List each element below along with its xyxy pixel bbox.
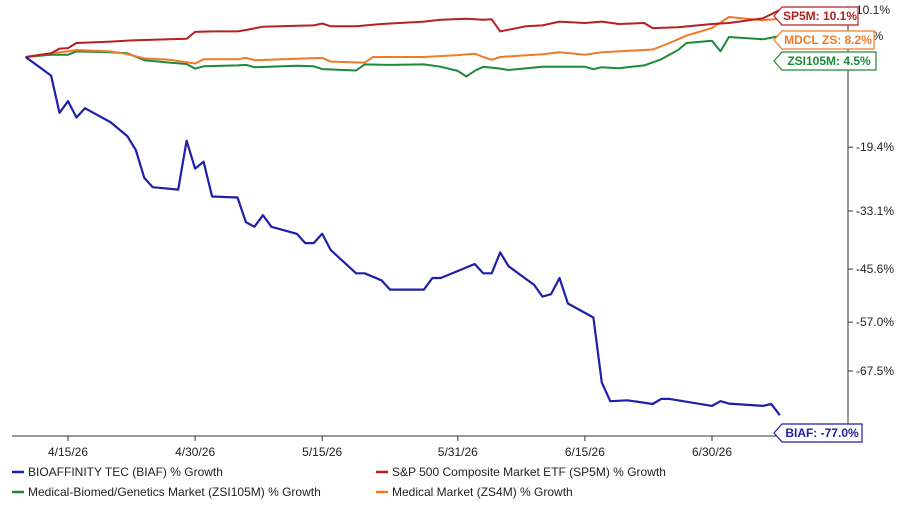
end-label-text: SP5M: 10.1% (783, 9, 857, 23)
x-tick-label: 5/31/26 (438, 445, 478, 459)
y-tick-label: -57.0% (856, 315, 894, 329)
legend-item-zsi105m: Medical-Biomed/Genetics Market (ZSI105M)… (12, 485, 321, 499)
x-tick-label: 4/30/26 (175, 445, 215, 459)
end-label-box (773, 51, 877, 71)
y-tick-label: 10.1% (856, 3, 890, 17)
x-tick-label: 5/15/26 (302, 445, 342, 459)
series-line-zs4m (25, 16, 780, 65)
legend-label: S&P 500 Composite Market ETF (SP5M) % Gr… (392, 465, 666, 479)
y-tick-label: -19.4% (856, 140, 894, 154)
x-tick-label: 6/30/26 (692, 445, 732, 459)
series-line-zsi105m (25, 35, 780, 78)
axis-layer: 4/15/26 4/30/26 5/15/26 5/31/26 6/15/26 6/30/… (12, 3, 894, 459)
legend-item-biaf: BIOAFFINITY TEC (BIAF) % Growth (12, 465, 223, 479)
end-label-biaf: BIAF: -77.0% (773, 423, 863, 443)
legend-label: Medical Market (ZS4M) % Growth (392, 485, 573, 499)
y-tick-label: -33.1% (856, 204, 894, 218)
legend: BIOAFFINITY TEC (BIAF) % Growth S&P 500 C… (12, 465, 666, 499)
legend-label: Medical-Biomed/Genetics Market (ZSI105M)… (28, 485, 321, 499)
end-labels: BIAF: -77.0% SP5M: 10.1% ZSI105M: 4.5% MDCL… (773, 6, 877, 443)
end-label-zs4m: MDCL ZS: 8.2% (773, 30, 875, 50)
y-tick-label: -67.5% (856, 364, 894, 378)
legend-item-zs4m: Medical Market (ZS4M) % Growth (376, 485, 573, 499)
legend-item-sp5m: S&P 500 Composite Market ETF (SP5M) % Gr… (376, 465, 666, 479)
end-label-box (773, 6, 859, 26)
series-line-biaf (24, 56, 781, 416)
end-label-text: BIAF: -77.0% (785, 426, 859, 440)
series-line-sp5m (25, 9, 781, 58)
x-tick-label: 4/15/26 (48, 445, 88, 459)
y-tick-label: -45.6% (856, 262, 894, 276)
legend-label: BIOAFFINITY TEC (BIAF) % Growth (28, 465, 223, 479)
end-label-sp5m: SP5M: 10.1% (773, 6, 859, 26)
end-label-box (773, 30, 875, 50)
x-tick-label: 6/15/26 (565, 445, 605, 459)
end-label-box (773, 423, 863, 443)
end-label-text: MDCL ZS: 8.2% (784, 33, 872, 47)
series-layer (24, 9, 781, 416)
end-label-zsi105m: ZSI105M: 4.5% (773, 51, 877, 71)
end-label-text: ZSI105M: 4.5% (787, 54, 871, 68)
